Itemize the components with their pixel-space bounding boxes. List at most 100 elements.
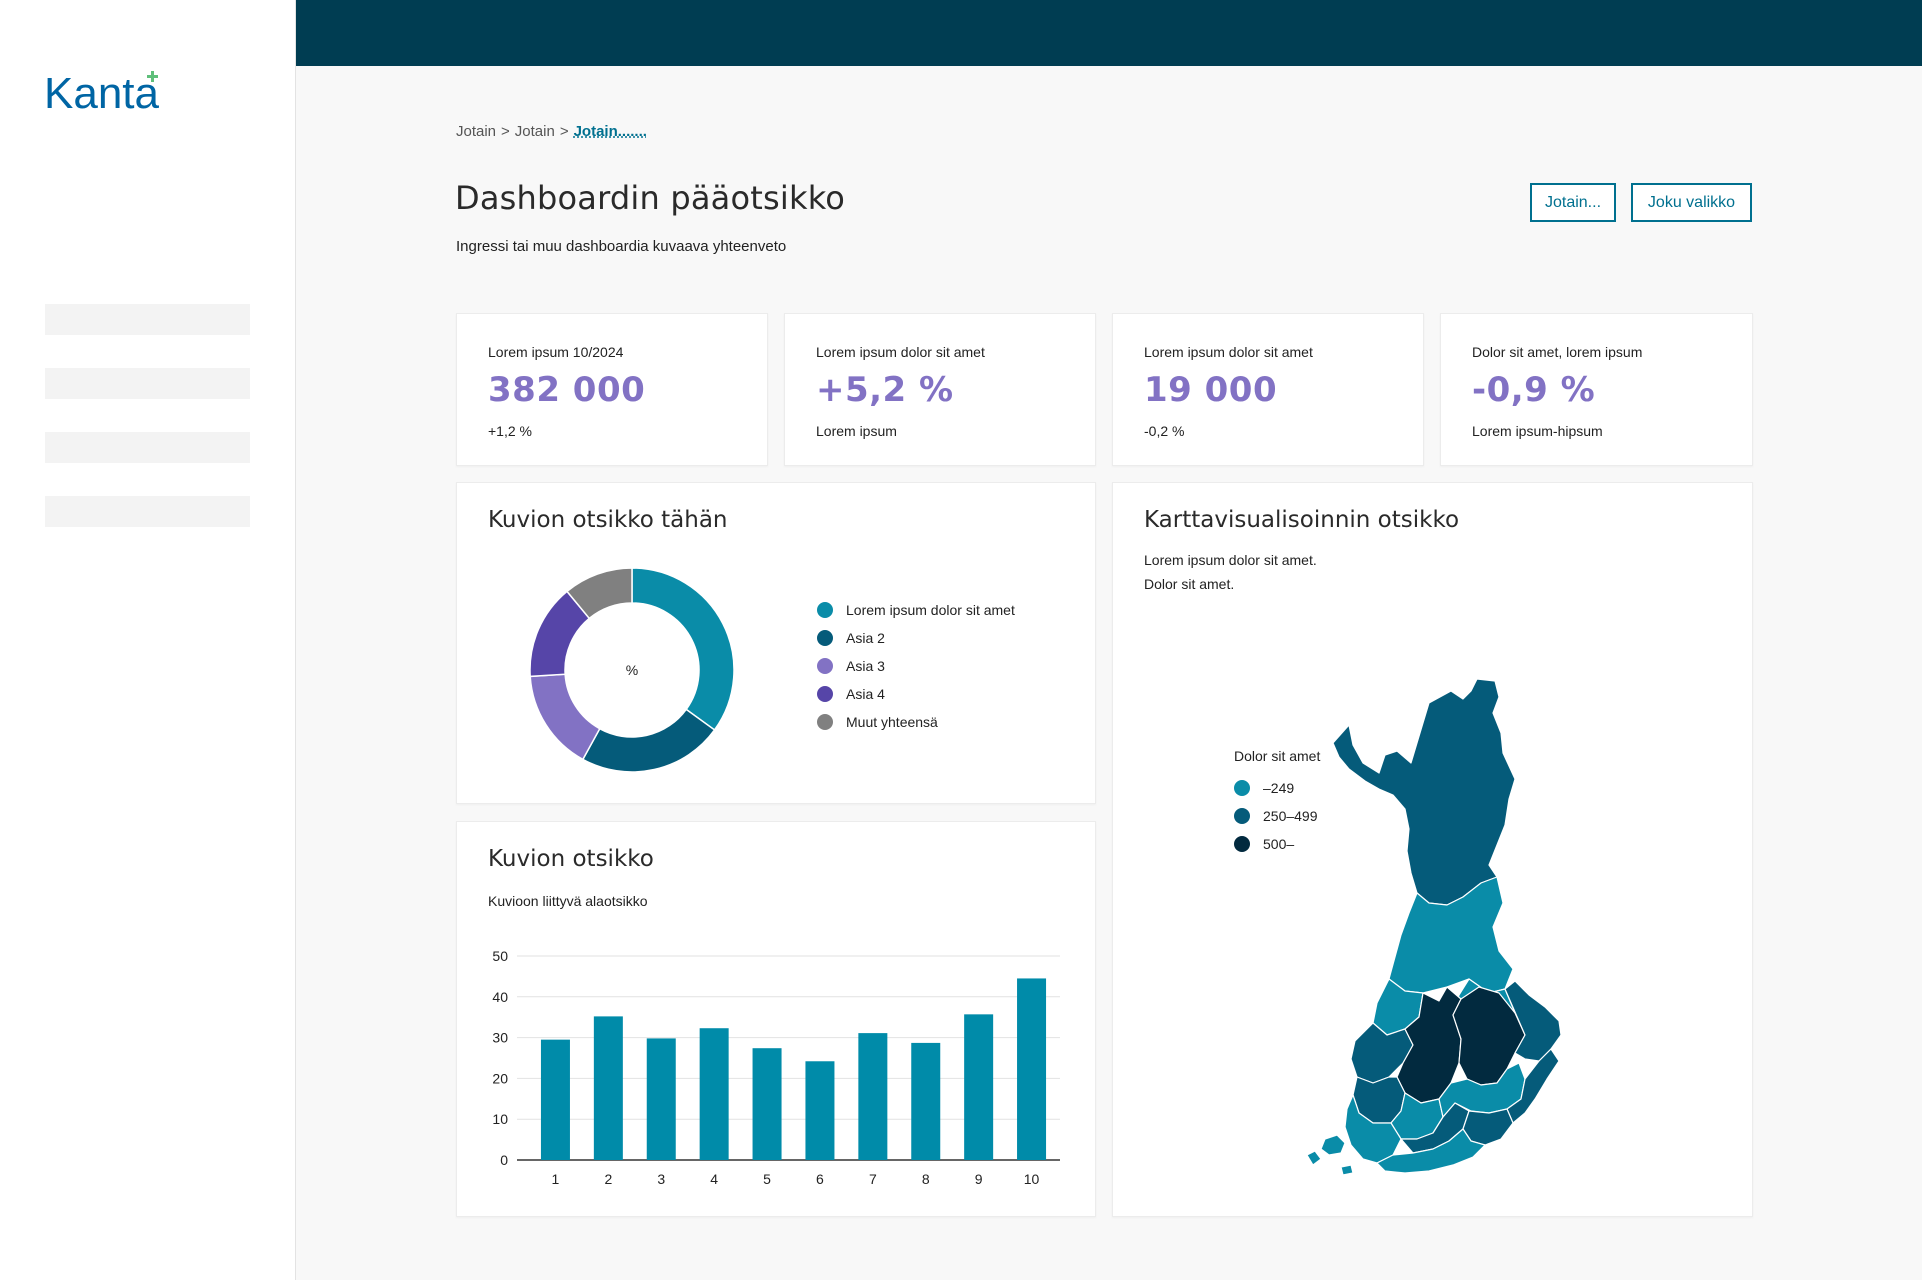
bar-5[interactable]	[752, 1048, 782, 1160]
donut-slice-2[interactable]	[581, 708, 716, 773]
bar-10[interactable]	[1017, 978, 1047, 1160]
bar-3[interactable]	[646, 1038, 676, 1160]
kpi-change: Lorem ipsum	[816, 423, 897, 439]
bar-8[interactable]	[911, 1042, 941, 1160]
kpi-label: Lorem ipsum 10/2024	[488, 344, 624, 360]
top-bar	[296, 0, 1922, 66]
legend-swatch	[817, 602, 833, 618]
map-legend-item: 500–	[1234, 836, 1294, 852]
map-legend-item: –249	[1234, 780, 1294, 796]
sidebar-nav-item-2[interactable]	[45, 368, 250, 399]
kpi-label: Dolor sit amet, lorem ipsum	[1472, 344, 1643, 360]
map-description-2: Dolor sit amet.	[1144, 576, 1235, 592]
bar-chart-subtitle: Kuvioon liittyvä alaotsikko	[488, 893, 648, 909]
x-tick-label: 6	[816, 1171, 824, 1187]
sidebar: Kanta	[0, 0, 296, 1280]
breadcrumb-current[interactable]: Jotain.......	[573, 123, 647, 140]
kpi-card-4: Dolor sit amet, lorem ipsum -0,9 % Lorem…	[1440, 313, 1753, 466]
jotain-button[interactable]: Jotain...	[1530, 183, 1616, 222]
map-card: Karttavisualisoinnin otsikko Lorem ipsum…	[1112, 482, 1753, 1217]
x-tick-label: 10	[1024, 1171, 1040, 1187]
bar-2[interactable]	[593, 1016, 623, 1160]
map-title: Karttavisualisoinnin otsikko	[1144, 507, 1460, 533]
kpi-card-1: Lorem ipsum 10/2024 382 000 +1,2 %	[456, 313, 768, 466]
finland-map	[1306, 678, 1562, 1176]
bar-1[interactable]	[540, 1039, 570, 1160]
legend-swatch	[817, 658, 833, 674]
kpi-change: +1,2 %	[488, 423, 532, 439]
breadcrumb-separator: >	[501, 123, 510, 140]
legend-label: Asia 4	[846, 686, 885, 702]
bar-6[interactable]	[805, 1061, 835, 1160]
kpi-change: -0,2 %	[1144, 423, 1185, 439]
sidebar-nav-item-1[interactable]	[45, 304, 250, 335]
legend-swatch	[1234, 836, 1250, 852]
legend-label: –249	[1263, 780, 1295, 796]
kpi-value: 382 000	[488, 370, 646, 410]
bar-7[interactable]	[858, 1033, 888, 1160]
x-tick-label: 1	[552, 1171, 560, 1187]
map-legend-item: 250–499	[1234, 808, 1318, 824]
y-tick-label: 10	[492, 1111, 508, 1127]
y-tick-label: 30	[492, 1030, 508, 1046]
breadcrumb-item-1[interactable]: Jotain	[456, 123, 497, 140]
donut-legend-item: Lorem ipsum dolor sit amet	[817, 602, 1015, 618]
donut-legend-item: Asia 2	[817, 630, 885, 646]
bar-chart-card: Kuvion otsikko Kuvioon liittyvä alaotsik…	[456, 821, 1096, 1217]
donut-slice-5[interactable]	[565, 567, 633, 620]
map-region-uusimaa[interactable]	[1376, 1128, 1486, 1174]
x-tick-label: 9	[975, 1171, 983, 1187]
legend-swatch	[817, 714, 833, 730]
donut-chart-card: Kuvion otsikko tähän % Lorem ipsum dolor…	[456, 482, 1096, 804]
map-region-archipelago[interactable]	[1306, 1134, 1354, 1176]
map-description-1: Lorem ipsum dolor sit amet.	[1144, 552, 1317, 568]
kpi-change: Lorem ipsum-hipsum	[1472, 423, 1603, 439]
kpi-value: -0,9 %	[1472, 370, 1596, 410]
y-tick-label: 0	[500, 1152, 508, 1168]
x-tick-label: 8	[922, 1171, 930, 1187]
bar-chart-title: Kuvion otsikko	[488, 846, 654, 872]
kpi-label: Lorem ipsum dolor sit amet	[816, 344, 985, 360]
legend-swatch	[817, 630, 833, 646]
x-tick-label: 2	[604, 1171, 612, 1187]
x-tick-label: 7	[869, 1171, 877, 1187]
legend-swatch	[817, 686, 833, 702]
map-legend-title: Dolor sit amet	[1234, 748, 1321, 764]
legend-label: Muut yhteensä	[846, 714, 938, 730]
donut-legend-item: Asia 4	[817, 686, 885, 702]
legend-label: 500–	[1263, 836, 1295, 852]
kpi-label: Lorem ipsum dolor sit amet	[1144, 344, 1313, 360]
sidebar-nav-item-3[interactable]	[45, 432, 250, 463]
y-tick-label: 40	[492, 989, 508, 1005]
legend-label: Lorem ipsum dolor sit amet	[846, 602, 1015, 618]
map-region-north-karelia[interactable]	[1504, 980, 1562, 1062]
kanta-logo[interactable]: Kanta	[44, 68, 194, 116]
legend-swatch	[1234, 780, 1250, 796]
map-region-lapland[interactable]	[1332, 678, 1516, 906]
kanta-logo-mark: Kanta	[44, 69, 160, 116]
bar-4[interactable]	[699, 1028, 729, 1160]
kpi-card-2: Lorem ipsum dolor sit amet +5,2 % Lorem …	[784, 313, 1096, 466]
donut-chart-title: Kuvion otsikko tähän	[488, 507, 728, 533]
kpi-value: 19 000	[1144, 370, 1278, 410]
bar-9[interactable]	[964, 1014, 994, 1160]
breadcrumb-item-2[interactable]: Jotain	[514, 123, 555, 140]
breadcrumb: Jotain > Jotain > Jotain.......	[456, 123, 647, 140]
kpi-value: +5,2 %	[816, 370, 954, 410]
donut-center-label: %	[626, 662, 638, 678]
breadcrumb-separator: >	[559, 123, 569, 140]
donut-legend-item: Asia 3	[817, 658, 885, 674]
donut-slice-1[interactable]	[631, 567, 735, 732]
svg-text:Kanta: Kanta	[44, 69, 160, 116]
x-tick-label: 5	[763, 1171, 771, 1187]
donut-slice-3[interactable]	[529, 673, 601, 761]
y-tick-label: 50	[492, 948, 508, 964]
page-title: Dashboardin pääotsikko	[455, 179, 846, 217]
x-tick-label: 3	[657, 1171, 665, 1187]
legend-label: Asia 2	[846, 630, 885, 646]
bar-chart: 0 10 20 30 40 50 1 2 3 4 5 6 7 8 9 10	[492, 948, 1060, 1187]
sidebar-nav-item-4[interactable]	[45, 496, 250, 527]
donut-chart: %	[529, 567, 735, 773]
joku-valikko-button[interactable]: Joku valikko	[1631, 183, 1752, 222]
page-intro: Ingressi tai muu dashboardia kuvaava yht…	[456, 238, 787, 255]
